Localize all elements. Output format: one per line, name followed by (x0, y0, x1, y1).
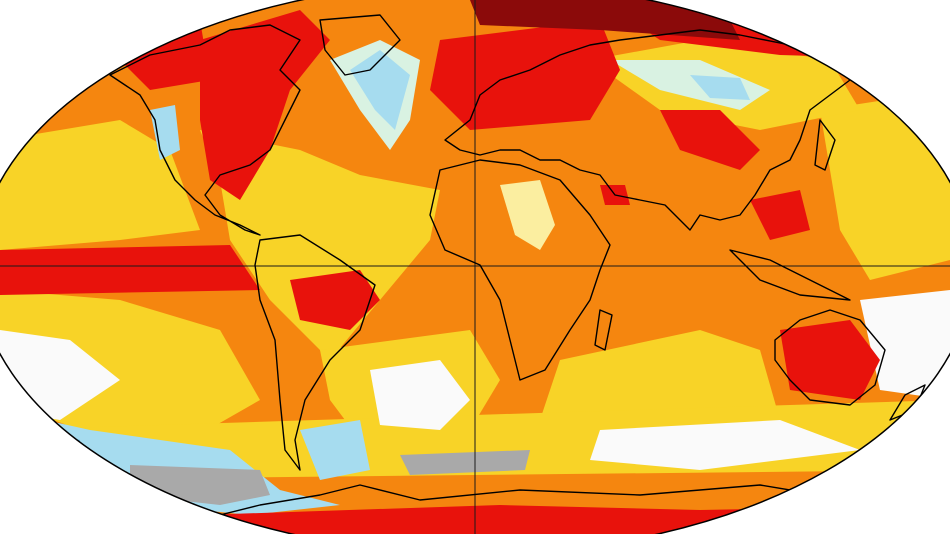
coast-madagascar (594, 309, 613, 351)
zone-blue-siberia (690, 75, 750, 100)
coast-japan (814, 119, 836, 171)
coast-south-america (254, 234, 376, 471)
zone-red-north-america (200, 10, 330, 200)
zone-pale-sahara (500, 180, 555, 250)
coast-africa (429, 159, 611, 381)
zone-red-east-asia (750, 190, 810, 240)
coast-north-america (109, 24, 301, 236)
zone-red-pacific-band (0, 245, 260, 295)
coast-europe (444, 29, 851, 231)
zone-blue-pacific-nw (150, 105, 180, 160)
zone-red-south-america (290, 270, 380, 330)
zone-yellow-atlantic (200, 130, 440, 360)
zone-darkred-siberia (470, 0, 740, 40)
zone-yellow-north-pacific (0, 120, 200, 250)
coast-australia (774, 309, 886, 406)
zone-red-australia (780, 320, 880, 400)
coast-greenland (319, 14, 401, 76)
zone-white-southern (590, 420, 860, 470)
zone-red-asia (660, 110, 760, 170)
zone-blue-greenland (350, 50, 410, 130)
coast-indonesia (729, 249, 851, 301)
zone-white-south-atlantic (370, 360, 470, 430)
zone-gray-antarctic-2 (400, 450, 530, 475)
zone-blue-south-america (300, 420, 370, 480)
zone-white-east (860, 290, 950, 400)
